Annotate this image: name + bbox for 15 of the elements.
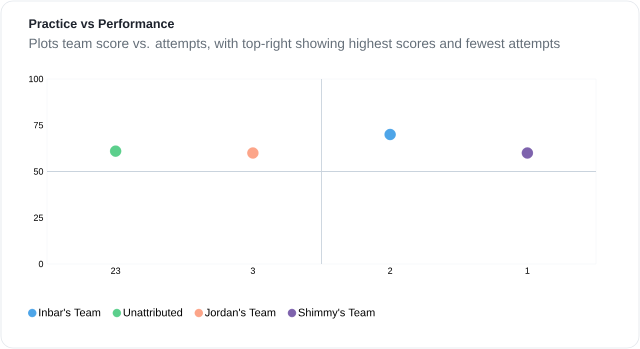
y-tick-label: 75: [34, 122, 44, 128]
x-tick-label: 3: [250, 268, 255, 274]
y-tick-label: 100: [29, 76, 44, 82]
chart-subtitle: Plots team score vs. attempts, with top-right showing highest scores and fewest attempts: [30, 38, 560, 51]
x-tick-label: 23: [111, 268, 120, 274]
legend-label: Unattributed: [124, 308, 182, 316]
chart-title: Practice vs Performance: [29, 18, 174, 28]
x-tick-label: 1: [526, 268, 530, 274]
x-tick-label: 2: [388, 268, 392, 274]
legend-label: Shimmy's Team: [298, 308, 375, 319]
y-tick-label: 50: [34, 168, 44, 175]
y-tick-label: 25: [34, 214, 44, 221]
y-tick-label: 0: [38, 260, 44, 268]
legend-label: Jordan's Team: [204, 308, 276, 316]
legend-label: Inbar's Team: [39, 308, 100, 316]
